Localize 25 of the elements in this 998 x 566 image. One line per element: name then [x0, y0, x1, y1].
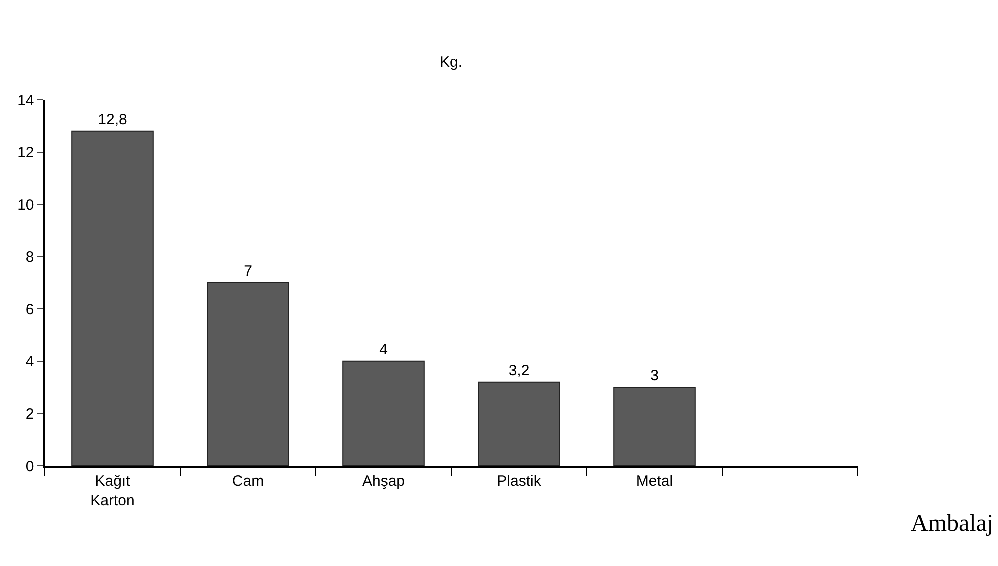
y-tick-label: 6: [26, 301, 34, 318]
data-label: 7: [244, 263, 252, 280]
data-label: 12,8: [98, 111, 128, 128]
bar: [614, 387, 696, 466]
bar: [207, 282, 290, 466]
y-tick-label: 14: [18, 92, 34, 110]
x-tick-label: Cam: [232, 472, 264, 490]
bar: [342, 360, 425, 466]
x-tick-label: Metal: [636, 472, 674, 490]
x-tick-label: Ahşap: [362, 472, 406, 490]
y-tick-label: 8: [26, 249, 34, 266]
x-axis-title: Ambalaj: [911, 511, 994, 537]
y-tick-label: 10: [18, 196, 34, 214]
y-axis-title: Kg.: [440, 54, 463, 71]
y-tick-label: 12: [18, 144, 34, 162]
data-label: 3: [650, 368, 659, 385]
data-label: 4: [380, 341, 388, 358]
x-tick-label: Kağıt Karton: [90, 472, 135, 510]
data-label: 3,2: [508, 362, 530, 380]
y-tick-label: 4: [26, 354, 34, 371]
bar: [72, 130, 154, 466]
bar: [478, 382, 560, 466]
x-tick-label: Plastik: [497, 472, 542, 490]
y-tick-label: 0: [26, 458, 34, 476]
y-tick-label: 2: [26, 406, 34, 423]
